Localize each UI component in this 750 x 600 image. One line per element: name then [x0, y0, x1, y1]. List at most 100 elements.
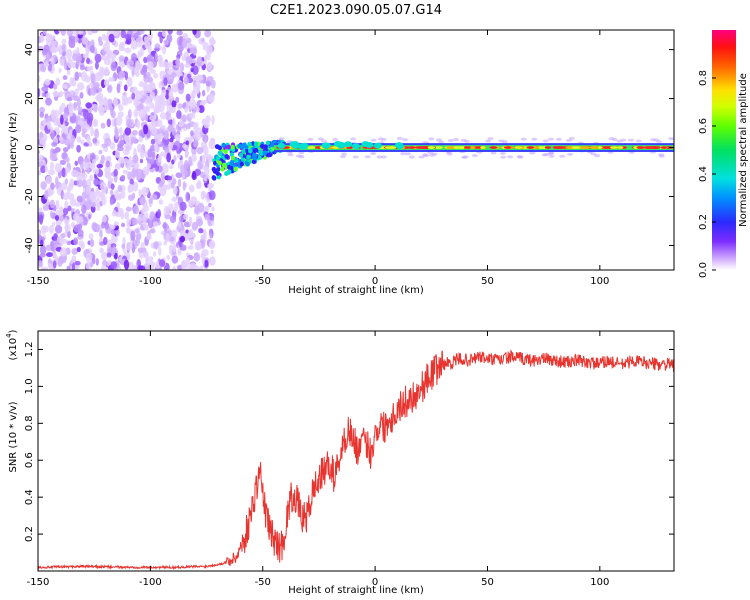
heatmap-noise-cell	[64, 217, 68, 225]
heatmap-noise-cell	[38, 74, 41, 83]
heatmap-noise-cell	[131, 192, 136, 200]
heatmap-halo-cell	[568, 136, 575, 140]
heatmap-transition-cell	[217, 145, 223, 151]
heatmap-noise-cell	[149, 31, 153, 40]
heatmap-halo-cell	[668, 137, 674, 141]
heatmap-noise-cell	[83, 157, 90, 163]
heatmap-noise-cell	[128, 60, 135, 66]
heatmap-knot-cell	[361, 141, 370, 148]
heatmap-noise-cell	[65, 48, 73, 60]
colorbar-tick-label: 0.2	[698, 214, 709, 230]
heatmap-noise-cell	[126, 76, 133, 87]
heatmap-noise-cell	[209, 228, 213, 235]
heatmap-transition-cell	[217, 160, 222, 166]
heatmap-noise-cell	[59, 215, 65, 222]
heatmap-noise-cell	[72, 212, 80, 222]
heatmap-noise-cell	[118, 104, 124, 112]
heatmap-noise-cell	[160, 125, 166, 130]
heatmap-noise-cell	[153, 109, 157, 120]
heatmap-noise-cell	[80, 243, 85, 250]
heatmap-noise-cell	[62, 147, 69, 153]
heatmap-noise-cell	[211, 206, 215, 212]
heatmap-noise-cell	[146, 54, 154, 62]
heatmap-noise-cell	[172, 266, 177, 270]
heatmap-noise-cell	[73, 237, 79, 246]
heatmap-noise-cell	[202, 145, 209, 155]
heatmap-noise-cell	[45, 175, 53, 185]
heatmap-noise-cell	[179, 62, 185, 73]
heatmap-noise-cell	[50, 40, 57, 47]
heatmap-noise-cell	[74, 88, 80, 95]
heatmap-noise-cell	[143, 124, 149, 135]
heatmap-noise-cell	[191, 110, 196, 120]
heatmap-peak-cell	[526, 146, 535, 149]
heatmap-noise-cell	[148, 82, 153, 93]
heatmap-halo-cell	[547, 137, 554, 141]
heatmap-noise-cell	[130, 52, 137, 63]
heatmap-noise-cell	[189, 99, 197, 109]
heatmap-noise-cell	[81, 179, 87, 188]
heatmap-halo-cell	[364, 155, 371, 159]
heatmap-noise-cell	[70, 141, 74, 149]
heatmap-noise-cell	[103, 58, 112, 66]
heatmap-noise-cell	[90, 44, 95, 54]
heatmap-x-tick-label: 50	[481, 276, 494, 287]
heatmap-noise-cell	[195, 218, 204, 227]
heatmap-noise-cell	[137, 213, 145, 222]
heatmap-noise-cell	[90, 127, 94, 137]
heatmap-noise-cell	[160, 178, 166, 185]
heatmap-noise-cell	[192, 264, 200, 270]
heatmap-noise-cell	[75, 61, 79, 70]
heatmap-noise-cell	[209, 242, 215, 250]
heatmap-noise-cell	[101, 221, 106, 229]
heatmap-x-tick-label: -150	[27, 276, 50, 287]
heatmap-noise-cell	[166, 152, 172, 163]
heatmap-noise-cell	[185, 256, 190, 267]
heatmap-noise-cell	[198, 265, 204, 270]
heatmap-noise-cell	[96, 224, 100, 233]
heatmap-noise-cell	[184, 106, 188, 113]
heatmap-noise-cell	[113, 168, 118, 177]
colorbar-gradient	[712, 30, 736, 270]
heatmap-peak-cell	[514, 146, 523, 149]
heatmap-noise-cell	[149, 102, 155, 109]
heatmap-noise-cell	[77, 106, 83, 112]
heatmap-noise-cell	[152, 251, 157, 257]
heatmap-noise-cell	[158, 259, 166, 267]
heatmap-noise-cell	[204, 213, 211, 221]
heatmap-noise-cell	[61, 43, 66, 52]
heatmap-noise-cell	[206, 75, 214, 82]
heatmap-noise-cell	[211, 114, 215, 126]
heatmap-noise-cell	[116, 83, 121, 94]
heatmap-noise-cell	[102, 259, 108, 267]
heatmap-noise-cell	[138, 189, 142, 197]
heatmap-peak-cell	[570, 146, 581, 149]
snr-y-tick-label: 0.6	[24, 452, 35, 468]
heatmap-noise-cell	[64, 178, 69, 185]
heatmap-knot-cell	[344, 141, 353, 148]
heatmap-halo-cell	[380, 137, 387, 141]
heatmap-transition-cell	[230, 144, 235, 150]
heatmap-noise-cell	[161, 163, 169, 174]
heatmap-halo-cell	[501, 140, 508, 144]
heatmap-noise-cell	[100, 122, 106, 129]
heatmap-noise-cell	[121, 94, 128, 102]
chart-title: C2E1.2023.090.05.07.G14	[270, 3, 442, 18]
heatmap-halo-cell	[332, 137, 339, 141]
heatmap-halo-cell	[350, 137, 357, 141]
heatmap-noise-cell	[61, 167, 66, 178]
heatmap-noise-cell	[162, 44, 167, 55]
heatmap-noise-cell	[98, 149, 103, 155]
heatmap-halo-cell	[376, 155, 383, 159]
heatmap-noise-cell	[55, 219, 59, 226]
heatmap-peak-cell	[385, 146, 395, 149]
heatmap-noise-cell	[210, 79, 216, 89]
heatmap-halo-cell	[404, 152, 411, 156]
heatmap-noise-cell	[103, 96, 107, 107]
heatmap-noise-cell	[176, 110, 182, 120]
heatmap-noise-cell	[186, 99, 190, 108]
heatmap-noise-cell	[73, 101, 77, 112]
heatmap-halo-cell	[471, 154, 478, 158]
heatmap-halo-cell	[487, 137, 494, 141]
heatmap-transition-cell	[221, 142, 226, 148]
